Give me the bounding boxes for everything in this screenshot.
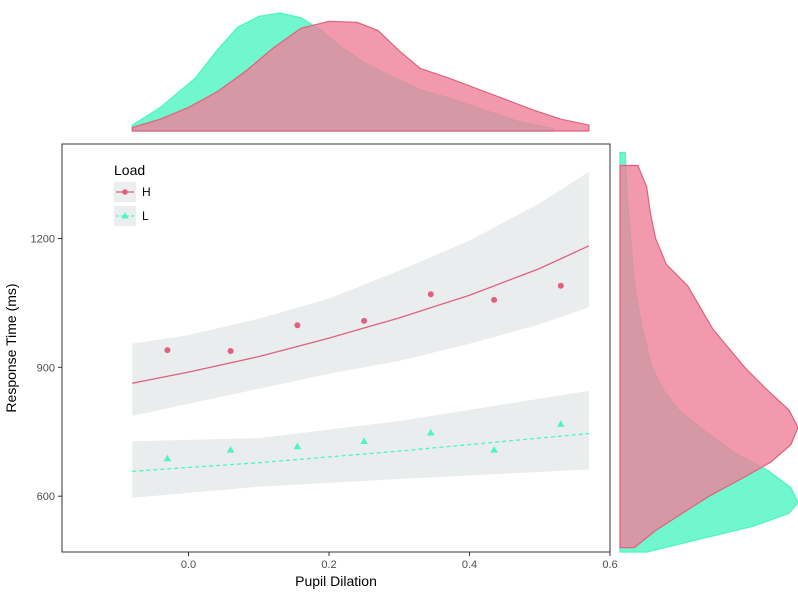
y-axis-title: Response Time (ms) xyxy=(3,283,19,412)
top-marginal-density xyxy=(131,12,590,132)
confidence-band-h xyxy=(132,171,589,416)
right-density-h xyxy=(619,164,798,549)
legend-label-h: H xyxy=(142,185,151,199)
legend-entry-h: H xyxy=(114,182,151,202)
right-marginal-density xyxy=(619,152,798,553)
data-point-l-4 xyxy=(427,428,435,436)
data-point-l-0 xyxy=(163,454,172,462)
y-tick-label: 1200 xyxy=(31,234,55,246)
x-axis-title: Pupil Dilation xyxy=(295,573,377,589)
x-axis-ticks: 0.0 0.2 0.4 0.6 xyxy=(181,552,618,571)
data-point-h-1 xyxy=(227,348,234,354)
data-point-h-2 xyxy=(294,322,301,329)
data-point-l-5 xyxy=(490,446,498,453)
data-points xyxy=(163,282,565,462)
confidence-bands xyxy=(132,171,589,498)
x-tick-label: 0.2 xyxy=(321,559,336,571)
legend-title: Load xyxy=(114,162,145,178)
data-point-h-0 xyxy=(164,347,171,354)
y-axis-ticks: 600 900 1200 xyxy=(31,234,62,503)
data-point-l-2 xyxy=(293,442,302,450)
fit-lines xyxy=(132,245,590,472)
confidence-band-l xyxy=(132,390,589,498)
data-point-h-5 xyxy=(491,296,498,303)
legend-key-h-marker xyxy=(122,189,128,195)
data-point-h-6 xyxy=(557,282,564,289)
data-point-l-3 xyxy=(360,437,368,444)
legend: Load H L xyxy=(114,162,151,226)
data-point-h-3 xyxy=(361,317,368,324)
data-point-l-6 xyxy=(557,420,565,427)
data-point-h-4 xyxy=(427,291,434,298)
fit-line-l xyxy=(132,432,589,472)
y-tick-label: 600 xyxy=(37,491,55,503)
data-point-l-1 xyxy=(226,446,235,453)
y-tick-label: 900 xyxy=(37,362,55,374)
legend-entry-l: L xyxy=(114,206,149,226)
x-tick-label: 0.0 xyxy=(181,559,196,571)
x-tick-label: 0.4 xyxy=(462,559,477,571)
fit-line-h xyxy=(132,245,590,384)
top-density-h xyxy=(131,20,590,132)
legend-label-l: L xyxy=(142,209,149,223)
legend-key-l-marker xyxy=(121,212,129,219)
x-tick-label: 0.6 xyxy=(602,559,617,571)
